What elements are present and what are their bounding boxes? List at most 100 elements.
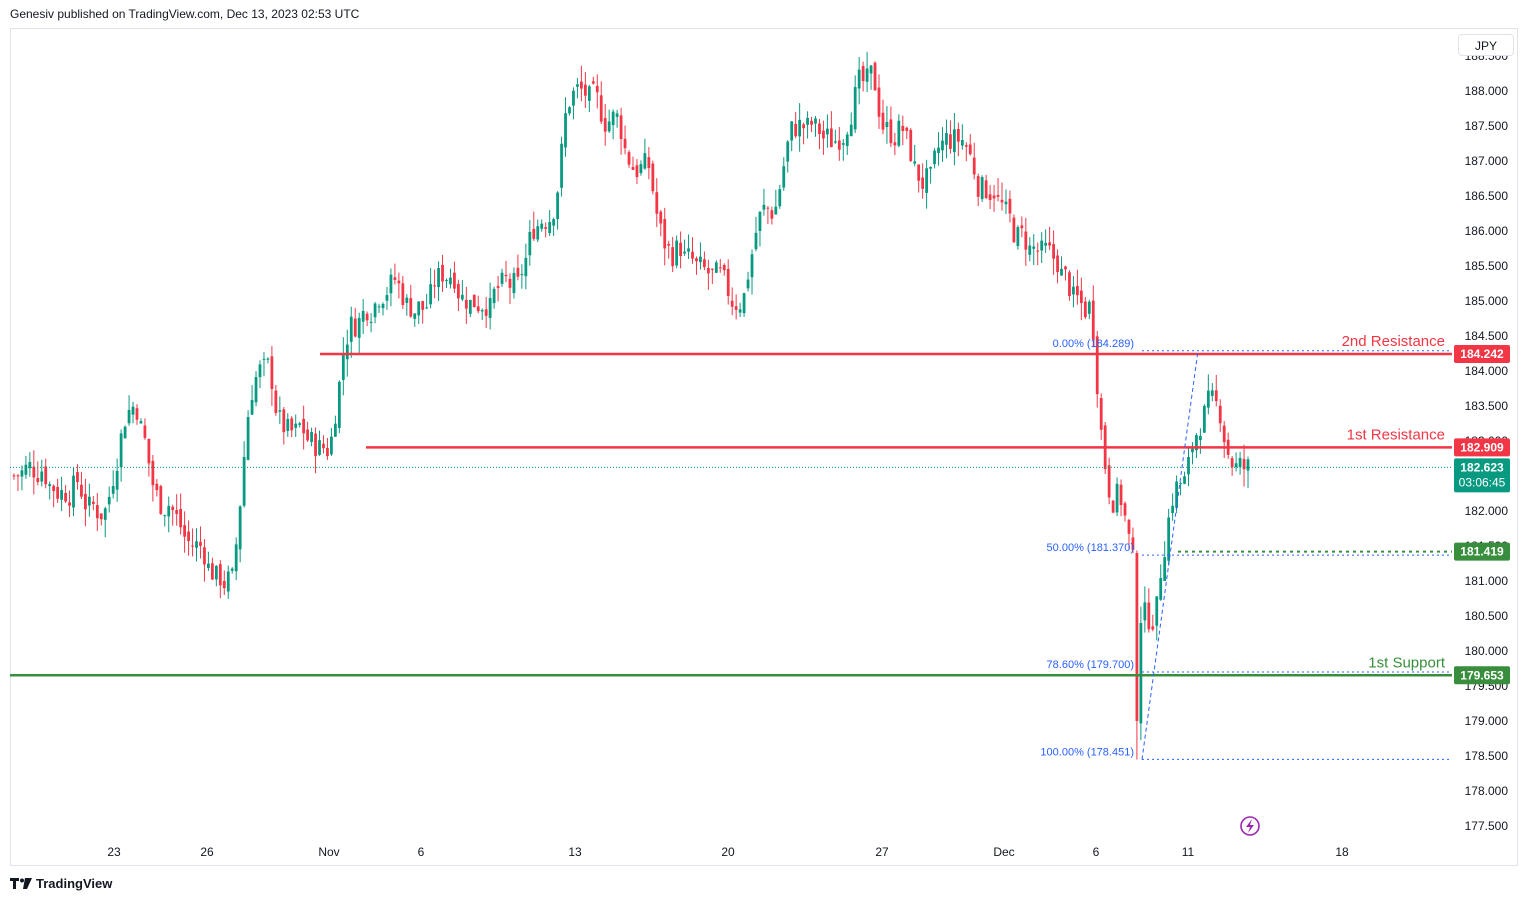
candle-body: [1040, 240, 1044, 251]
candle-body: [449, 277, 452, 285]
candle-body: [667, 243, 671, 246]
candle-body: [865, 68, 869, 82]
candle-body: [572, 90, 575, 106]
candle-body: [56, 487, 60, 499]
candle-body: [671, 247, 675, 267]
candle-body: [214, 565, 218, 580]
candle-body: [568, 107, 571, 114]
candle-body: [199, 541, 202, 546]
price-badge: [1454, 438, 1510, 457]
price-tick-label: 188.000: [1465, 84, 1509, 98]
candle-body: [829, 128, 833, 148]
candle-body: [869, 65, 873, 74]
candle-body: [742, 293, 746, 314]
candle-body: [468, 299, 472, 314]
chart-frame[interactable]: [10, 28, 1518, 866]
time-tick-label: 18: [1335, 845, 1349, 859]
candle-body: [52, 485, 56, 492]
candle-body: [421, 301, 425, 310]
candle-body: [917, 164, 921, 181]
candle-body: [647, 157, 651, 169]
candle-body: [699, 256, 702, 263]
candle-body: [635, 165, 639, 178]
candle-body: [310, 431, 313, 443]
candle-body: [1119, 484, 1123, 505]
fib-label: 78.60% (179.700): [1047, 659, 1134, 671]
candle-body: [441, 264, 444, 282]
candle-body: [730, 300, 734, 307]
candle-body: [1222, 425, 1226, 443]
candle-body: [484, 309, 488, 316]
candle-body: [159, 486, 163, 514]
candle-body: [179, 509, 183, 528]
flash-icon[interactable]: [1240, 816, 1260, 836]
candle-body: [1036, 250, 1040, 252]
candle-body: [369, 321, 373, 323]
last-price-value: 182.623: [1460, 460, 1504, 474]
candle-body: [1012, 217, 1016, 243]
candle-body: [131, 406, 135, 415]
candle-body: [1171, 505, 1175, 513]
footer-brand-label: TradingView: [36, 876, 113, 891]
candle-body: [250, 399, 254, 415]
currency-label[interactable]: JPY: [1458, 34, 1514, 56]
candle-body: [207, 563, 210, 569]
candle-body: [774, 206, 778, 215]
candle-body: [548, 222, 552, 234]
candle-body: [913, 161, 917, 164]
candle-body: [528, 231, 532, 256]
candle-body: [1195, 435, 1198, 451]
price-tick-label: 181.000: [1465, 574, 1509, 588]
candle-body: [32, 466, 36, 478]
candle-body: [357, 317, 361, 338]
candle-body: [254, 377, 258, 403]
candle-body: [766, 207, 770, 209]
candle-body: [722, 264, 726, 271]
candle-body: [1087, 301, 1091, 314]
candle-body: [607, 121, 611, 132]
candle-body: [1143, 602, 1147, 621]
candle-body: [72, 475, 75, 508]
candle-body: [222, 580, 226, 589]
candle-body: [1048, 242, 1052, 246]
candle-body: [246, 416, 250, 460]
time-tick-label: Nov: [318, 845, 339, 859]
candle-body: [1175, 481, 1178, 508]
candle-body: [389, 274, 393, 294]
candle-body: [746, 279, 750, 289]
level-name: 2nd Resistance: [1342, 333, 1445, 350]
candle-body: [99, 513, 103, 520]
candle-body: [1072, 286, 1075, 295]
candle-body: [734, 306, 738, 310]
candle-body: [1218, 405, 1222, 424]
candle-body: [897, 120, 901, 146]
level-name: 1st Resistance: [1347, 426, 1445, 443]
candle-body: [659, 211, 663, 224]
candle-body: [1163, 557, 1167, 581]
candle-body: [84, 493, 87, 510]
candle-body: [873, 62, 877, 91]
candle-body: [234, 544, 238, 572]
candle-body: [841, 143, 845, 145]
candle-body: [187, 531, 190, 542]
candle-body: [845, 134, 849, 147]
candle-body: [1000, 199, 1004, 203]
price-tick-label: 187.000: [1465, 154, 1509, 168]
publisher-line: Genesiv published on TradingView.com, De…: [10, 7, 360, 21]
candle-body: [290, 418, 294, 431]
candle-body: [909, 129, 913, 161]
candle-body: [802, 124, 805, 129]
candle-body: [151, 460, 155, 486]
candle-body: [1028, 245, 1032, 255]
candle-body: [949, 134, 952, 149]
candle-body: [679, 242, 682, 256]
candle-body: [68, 502, 71, 506]
candle-body: [1127, 519, 1131, 534]
candle-body: [163, 515, 167, 517]
candle-body: [302, 418, 306, 434]
footer-brand[interactable]: TradingView: [10, 876, 112, 891]
candle-body: [143, 425, 147, 438]
candle-body: [643, 153, 647, 169]
candle-body: [964, 145, 968, 147]
